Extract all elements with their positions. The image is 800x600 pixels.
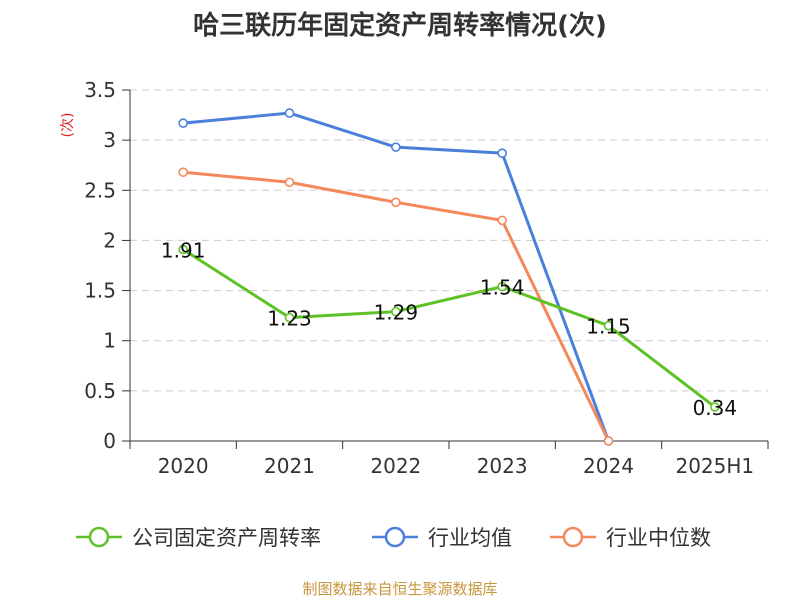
data-point: [391, 142, 401, 152]
y-tick-label: 0.5: [84, 379, 116, 403]
y-tick-label: 3: [103, 128, 116, 152]
data-label: 0.34: [693, 396, 738, 420]
y-tick-label: 1.5: [84, 279, 116, 303]
y-tick-label: 2.5: [84, 178, 116, 202]
data-label: 1.54: [480, 276, 525, 300]
x-tick-label: 2022: [370, 454, 421, 478]
data-point: [178, 244, 188, 255]
source-note: 制图数据来自恒生聚源数据库: [302, 580, 497, 598]
legend-label: 行业中位数: [606, 526, 711, 550]
data-point: [391, 197, 401, 208]
axes: [122, 89, 769, 449]
legend-label: 行业均值: [428, 526, 512, 550]
y-tick-label: 0: [103, 429, 116, 453]
data-point: [178, 167, 188, 178]
x-tick-label: 2024: [583, 454, 634, 478]
y-tick-label: 3.5: [84, 78, 116, 102]
legend-marker: [384, 526, 406, 548]
data-point: [710, 402, 720, 412]
data-point: [284, 108, 295, 118]
data-point: [603, 436, 614, 446]
y-tick-labels: 0 0.5 1 1.5 2 2.5 3 3.5: [84, 78, 116, 453]
data-point: [284, 312, 295, 323]
legend-marker: [562, 526, 584, 548]
series-line-1: [183, 111, 610, 442]
data-label: 1.23: [267, 307, 312, 331]
y-axis-unit: (次): [60, 113, 76, 138]
x-tick-labels: 2020 2021 2022 2023 2024 2025H1: [158, 454, 754, 478]
y-tick-label: 1: [103, 329, 116, 353]
data-label: 1.15: [586, 315, 631, 339]
x-tick-label: 2025H1: [675, 454, 754, 478]
legend-marker: [88, 526, 110, 548]
data-point: [497, 215, 507, 226]
gridlines: [130, 89, 768, 392]
series-group: 1.91 1.23 1.29 1.54 1.15 0.34: [161, 108, 738, 446]
series-line-0: [182, 248, 716, 409]
legend-label: 公司固定资产周转率: [132, 526, 321, 550]
data-point: [497, 281, 507, 292]
data-point: [603, 320, 614, 331]
data-point: [178, 118, 188, 128]
data-label: 1.29: [374, 301, 419, 325]
data-label: 1.91: [161, 238, 206, 262]
data-point: [284, 177, 295, 188]
legend: 公司固定资产周转率 行业均值 行业中位数: [76, 526, 711, 550]
y-tick-label: 2: [103, 228, 116, 252]
x-tick-label: 2023: [477, 454, 528, 478]
x-tick-label: 2020: [158, 454, 209, 478]
chart-title: 哈三联历年固定资产周转率情况(次): [193, 10, 607, 41]
data-point: [391, 306, 401, 317]
x-tick-label: 2021: [264, 454, 315, 478]
data-point: [497, 148, 507, 158]
